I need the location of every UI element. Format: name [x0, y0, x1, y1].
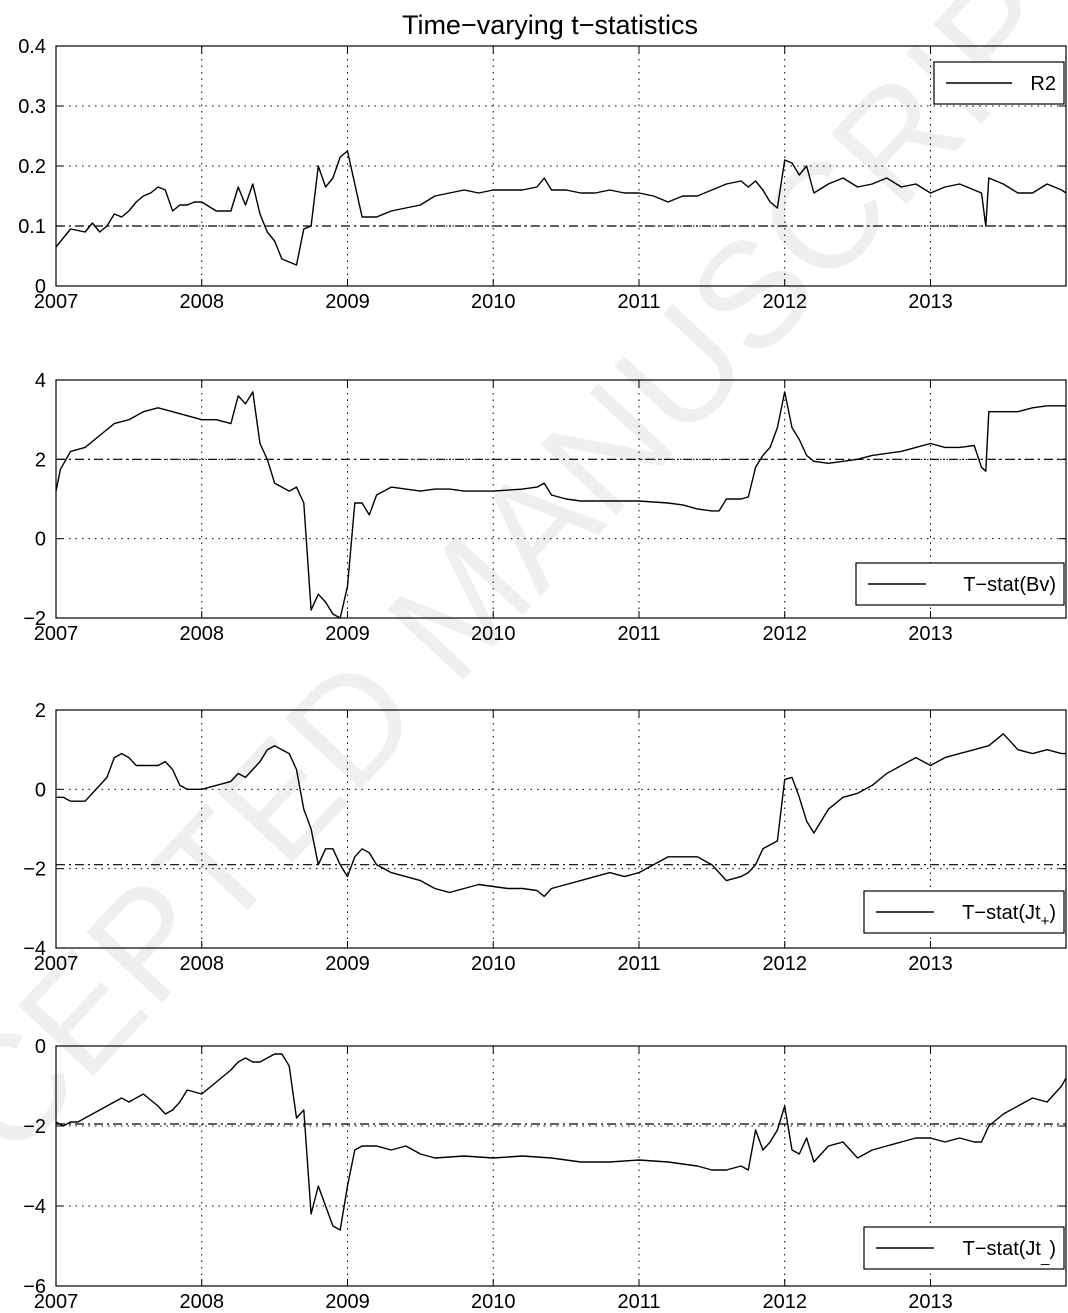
chart-panel-2: 2007 2008 2009 2010 2011 2012 2013 −2 0 2 4 T−stat(…	[23, 370, 1067, 645]
x-tick-label: 2011	[617, 291, 660, 313]
legend-label: T−stat(Jt_)	[963, 1238, 1056, 1266]
legend: T−stat(Jt_)	[863, 1226, 1065, 1270]
x-tick-label: 2010	[471, 1291, 516, 1313]
grid	[56, 46, 1066, 286]
y-tick-label: 0	[35, 1036, 46, 1058]
series-line	[55, 1053, 1067, 1231]
grid	[56, 710, 1066, 948]
y-tick-label: 4	[35, 370, 46, 392]
y-tick-label: −4	[23, 938, 46, 960]
y-tick-label: −2	[23, 859, 46, 881]
y-tick-label: 0.4	[18, 36, 46, 58]
x-tick-label: 2007	[34, 953, 79, 975]
y-tick-label: 2	[35, 700, 46, 722]
axis-ticks: 2007 2008 2009 2010 2011 2012 2013 0 0.1 0.2 0.3 0.…	[18, 36, 1066, 313]
axis-ticks: 2007 2008 2009 2010 2011 2012 2013 −2 0 2 4	[23, 370, 1066, 645]
legend-label: T−stat(Bv)	[963, 574, 1056, 596]
x-tick-label: 2008	[179, 291, 224, 313]
series-line	[55, 391, 1066, 619]
x-tick-label: 2009	[325, 953, 370, 975]
plot-frame	[55, 379, 1067, 619]
y-tick-label: −6	[23, 1276, 46, 1298]
plot-frame	[55, 1045, 1067, 1287]
legend-label: T−stat(Jt+)	[962, 902, 1056, 930]
x-tick-label: 2012	[762, 623, 807, 645]
x-tick-label: 2010	[471, 623, 516, 645]
x-tick-label: 2009	[325, 291, 370, 313]
x-tick-label: 2011	[617, 1291, 660, 1313]
x-tick-label: 2009	[325, 1291, 370, 1313]
chart-panel-1: 2007 2008 2009 2010 2011 2012 2013 0 0.1 0.2 0.3 0.…	[18, 36, 1067, 313]
x-tick-label: 2009	[325, 623, 370, 645]
x-tick-label: 2008	[179, 1291, 224, 1313]
y-tick-label: 0	[35, 779, 46, 801]
x-tick-label: 2012	[762, 1291, 807, 1313]
y-tick-label: 0.3	[18, 96, 46, 118]
y-tick-label: 0	[35, 276, 46, 298]
axis-ticks: 2007 2008 2009 2010 2011 2012 2013 −6 −4 −2 0	[23, 1036, 1066, 1313]
series-line	[55, 150, 1067, 266]
x-tick-label: 2007	[34, 623, 79, 645]
axis-ticks: 2007 2008 2009 2010 2011 2012 2013 −4 −2 0 2	[23, 700, 1066, 975]
chart-panels: 2007 2008 2009 2010 2011 2012 2013 0 0.1 0.2 0.3 0.…	[18, 36, 1067, 1313]
x-tick-label: 2013	[908, 1291, 953, 1313]
legend: T−stat(Jt+)	[863, 890, 1065, 934]
x-tick-label: 2007	[34, 1291, 79, 1313]
y-tick-label: −4	[23, 1196, 46, 1218]
y-tick-label: 0.1	[18, 216, 46, 238]
chart-panel-4: 2007 2008 2009 2010 2011 2012 2013 −6 −4 −2 0 T−sta…	[23, 1036, 1067, 1313]
y-tick-label: 0	[35, 529, 46, 551]
series-line	[56, 733, 1066, 898]
legend: T−stat(Bv)	[855, 562, 1065, 606]
x-tick-label: 2013	[908, 953, 953, 975]
x-tick-label: 2011	[617, 623, 660, 645]
y-tick-label: −2	[23, 1116, 46, 1138]
chart-panel-3: 2007 2008 2009 2010 2011 2012 2013 −4 −2 0 2 T−stat…	[23, 700, 1067, 975]
y-tick-label: 0.2	[18, 156, 46, 178]
x-tick-label: 2007	[34, 291, 79, 313]
x-tick-label: 2011	[617, 953, 660, 975]
legend-label: R2	[1030, 73, 1056, 95]
x-tick-label: 2010	[471, 953, 516, 975]
figure-title: Time−varying t−statistics	[402, 10, 698, 40]
x-tick-label: 2008	[179, 953, 224, 975]
x-tick-label: 2013	[908, 623, 953, 645]
y-tick-label: 2	[35, 449, 46, 471]
x-tick-label: 2010	[471, 291, 516, 313]
y-tick-label: −2	[23, 608, 46, 630]
x-tick-label: 2008	[179, 623, 224, 645]
legend: R2	[933, 61, 1065, 105]
grid	[56, 1046, 1066, 1286]
x-tick-label: 2012	[762, 953, 807, 975]
x-tick-label: 2012	[762, 291, 807, 313]
x-tick-label: 2013	[908, 291, 953, 313]
plot-frame	[55, 709, 1067, 949]
